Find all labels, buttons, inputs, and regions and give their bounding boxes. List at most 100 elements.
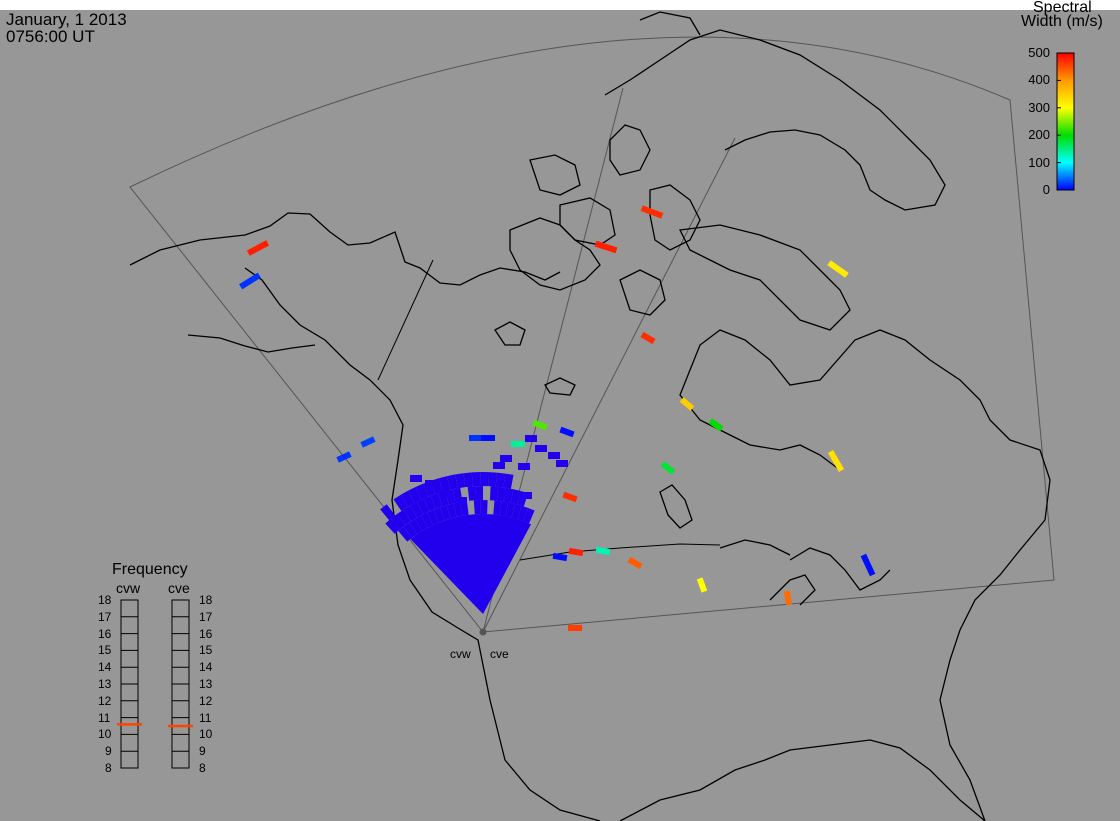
scatter-cell: [447, 474, 458, 490]
scatter-cell: [500, 490, 512, 497]
scatter-cell: [493, 462, 505, 469]
frequency-level-label-right: 11: [199, 710, 212, 725]
scatter-cell: [505, 502, 515, 518]
scatter-echo: [552, 552, 568, 562]
scatter-cell: [380, 504, 396, 521]
scatter-cell: [403, 505, 417, 522]
scatter-echo: [562, 491, 578, 503]
scatter-cell: [410, 501, 424, 518]
scatter-cell: [391, 513, 406, 530]
colorbar-title-line2: Width (m/s): [1021, 13, 1103, 30]
scatter-cell: [556, 460, 568, 467]
scatter-echo: [532, 419, 548, 431]
scatter-echo: [640, 205, 664, 219]
scatter-cell: [415, 483, 429, 500]
scatter-cell: [535, 445, 547, 452]
frequency-level-label-left: 8: [105, 761, 112, 775]
scatter-cell: [409, 518, 423, 535]
frequency-level-label-right: 8: [199, 761, 206, 775]
scatter-cell: [397, 509, 412, 526]
scatter-echo: [336, 451, 352, 463]
frequency-level-label-right: 14: [199, 660, 213, 675]
frequency-level-label-left: 9: [105, 744, 112, 759]
scatter-echo: [511, 441, 525, 447]
scatter-echo: [469, 435, 483, 441]
scatter-cell: [525, 435, 537, 442]
frequency-level-label-right: 13: [199, 677, 213, 691]
scatter-cell: [430, 493, 443, 509]
frequency-level-label-left: 15: [98, 643, 112, 658]
scatter-cell: [407, 487, 422, 504]
scatter-cell: [473, 500, 481, 515]
frequency-level-label-left: 12: [98, 693, 112, 708]
scatter-echo: [660, 461, 676, 475]
colorbar-gradient: [1056, 52, 1075, 191]
scatter-cell: [438, 476, 451, 492]
scatter-echo: [594, 240, 618, 254]
colorbar-tick-label: 0: [1042, 182, 1050, 197]
scatter-cell: [489, 486, 499, 501]
scatter-echo: [360, 436, 376, 448]
scatter-echo: [708, 418, 724, 432]
scatter-echo: [239, 272, 261, 290]
scatter-cell: [421, 512, 434, 528]
scatter-cell: [416, 498, 430, 515]
scatter-cell: [523, 508, 535, 524]
scatter-echo: [640, 331, 656, 345]
frequency-level-label-left: 13: [98, 677, 112, 691]
scatter-cell: [398, 526, 412, 542]
scatter-cell: [433, 507, 445, 523]
scatter-echo: [559, 426, 575, 438]
scatter-cell: [520, 492, 532, 499]
colorbar-title-line1: Spectral: [1033, 0, 1092, 16]
colorbar-tick-label: 400: [1028, 72, 1050, 88]
scatter-cell: [427, 509, 439, 526]
scatter-echo: [246, 240, 270, 256]
scatter-cell: [517, 505, 529, 522]
scatter-fan: [410, 514, 531, 614]
scatter-echo: [827, 260, 849, 278]
scatter-cell: [471, 472, 481, 487]
scatter-cell: [425, 480, 437, 487]
scatter-echo: [627, 556, 643, 570]
coastlines: [129, 11, 1051, 821]
top-strip: [0, 0, 1120, 10]
frequency-level-label-left: 14: [98, 660, 112, 675]
frequency-level-label-left: 17: [98, 609, 112, 624]
scatter-echo: [783, 590, 793, 606]
frequency-title: Frequency: [112, 561, 188, 578]
time-label: 0756:00 UT: [6, 27, 95, 46]
colorbar-tick-label: 100: [1028, 154, 1050, 170]
colorbar-tick-label: 300: [1028, 99, 1050, 115]
frequency-level-label-right: 9: [199, 744, 206, 759]
scatter-cell: [455, 473, 466, 489]
scatter-cell: [493, 500, 502, 516]
scatter-cell: [460, 501, 469, 516]
date-label: January, 1 2013: [6, 10, 127, 29]
scatter-cell: [503, 473, 514, 489]
scatter-cell: [510, 489, 521, 505]
scatter-echo: [860, 553, 876, 577]
scatter-cell: [423, 495, 436, 512]
frequency-level-label-left: 10: [98, 727, 112, 742]
scatter-echo: [568, 547, 584, 557]
scatter-cell: [463, 472, 473, 488]
scatter-cell: [403, 522, 417, 538]
radar-label-west: cvw: [450, 647, 471, 661]
scatter-cell: [455, 497, 467, 504]
frequency-level-label-left: 11: [98, 710, 111, 725]
scatter-cell: [385, 518, 400, 534]
frequency-level-label-right: 17: [199, 609, 213, 624]
frequency-level-label-right: 18: [199, 593, 213, 607]
colorbar-tick-label: 200: [1028, 127, 1050, 143]
scatter-cell: [400, 490, 415, 507]
scatter-cell: [511, 503, 522, 520]
scatter-cell: [410, 475, 422, 482]
frequency-level-label-right: 16: [199, 626, 213, 641]
scatter-echo: [595, 546, 611, 556]
frequency-level-label-left: 16: [98, 626, 112, 641]
frequency-radar-east: cve: [168, 580, 190, 596]
scatter-cell: [453, 502, 463, 517]
scatter-cell: [440, 490, 452, 497]
